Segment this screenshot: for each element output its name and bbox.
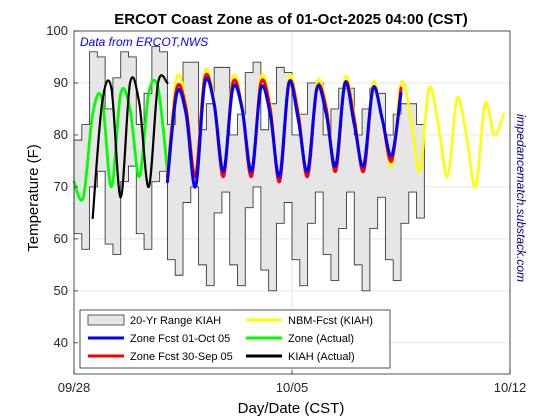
series-zone-fcst-01-oct [165,76,403,189]
y-tick-label: 60 [54,231,68,246]
x-tick-label: 09/28 [58,380,91,395]
data-source-annotation: Data from ERCOT,NWS [80,35,208,49]
x-axis-label: Day/Date (CST) [238,400,345,417]
y-tick-label: 90 [54,75,68,90]
legend-label: 20-Yr Range KIAH [130,315,221,327]
y-tick-label: 50 [54,283,68,298]
legend-label: Zone (Actual) [288,333,354,345]
tick-labels: 40 50 60 70 80 90 100 09/28 10/05 10/12 [46,23,526,395]
x-tick-label: 10/12 [494,380,527,395]
side-credit-text: impedancematch.substack.com [514,114,528,282]
legend-items: 20-Yr Range KIAH Zone Fcst 01-Oct 05 Zone … [87,314,373,363]
y-tick-label: 100 [46,23,68,38]
legend-label: Zone Fcst 30-Sep 05 [130,351,233,363]
chart-title: ERCOT Coast Zone as of 01-Oct-2025 04:00… [114,11,467,28]
legend-label: NBM-Fcst (KIAH) [288,315,373,327]
legend: 20-Yr Range KIAH Zone Fcst 01-Oct 05 Zone … [79,309,391,369]
legend-label: Zone Fcst 01-Oct 05 [130,333,230,345]
y-tick-label: 80 [54,127,68,142]
y-tick-label: 70 [54,179,68,194]
legend-swatch-range [87,314,125,326]
series-zone-actual [72,78,169,202]
y-axis-label: Temperature (F) [25,144,42,252]
legend-label: KIAH (Actual) [288,351,355,363]
series-kiah-actual [91,74,169,220]
legend-box [79,309,391,369]
y-tick-label: 40 [54,335,68,350]
x-tick-label: 10/05 [276,380,309,395]
tick-marks [73,30,511,374]
series-layer [72,46,506,292]
